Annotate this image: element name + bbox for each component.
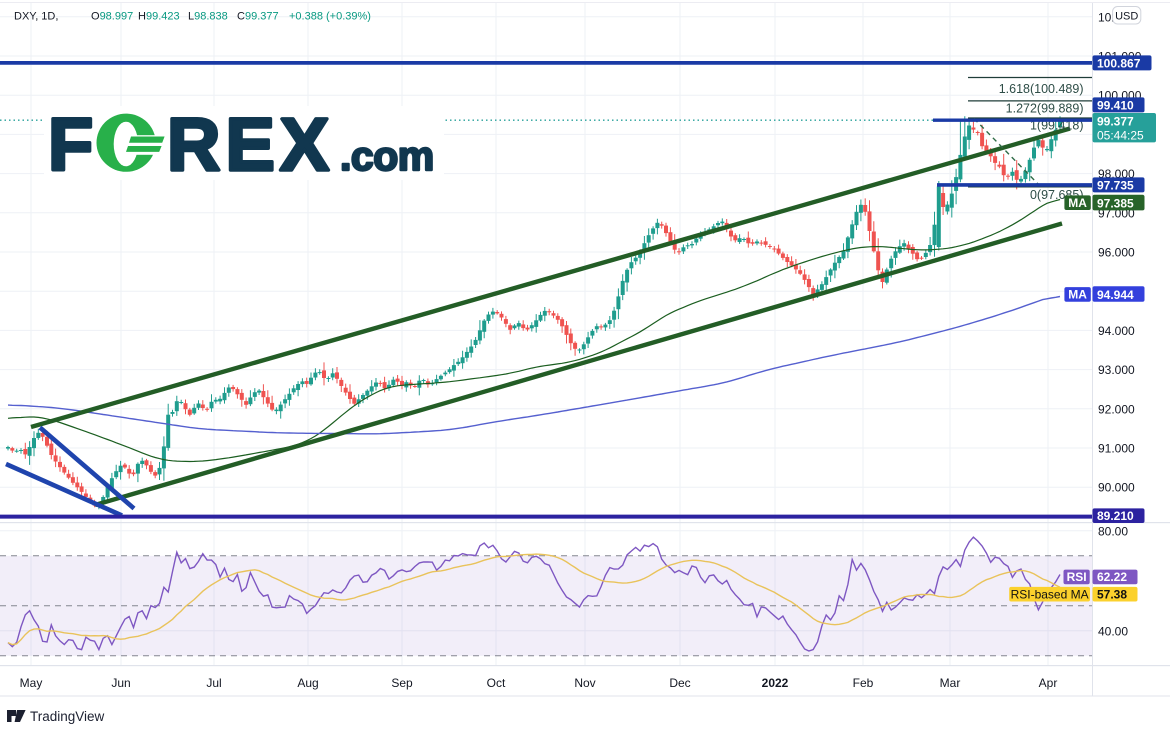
svg-text:Feb: Feb xyxy=(853,676,874,690)
svg-text:91.000: 91.000 xyxy=(1098,442,1135,456)
svg-text:TradingView: TradingView xyxy=(30,709,105,724)
svg-text:99.377: 99.377 xyxy=(1097,115,1134,129)
svg-text:40.00: 40.00 xyxy=(1098,624,1128,638)
svg-text:96.000: 96.000 xyxy=(1098,246,1135,260)
svg-text:80.00: 80.00 xyxy=(1098,524,1128,538)
svg-text:RSI: RSI xyxy=(1067,570,1087,584)
svg-text:57.38: 57.38 xyxy=(1097,587,1127,601)
svg-text:99.410: 99.410 xyxy=(1097,98,1134,112)
svg-text:Sep: Sep xyxy=(391,676,413,690)
svg-text:MA: MA xyxy=(1068,288,1087,302)
svg-text:.com: .com xyxy=(340,133,434,179)
svg-text:94.000: 94.000 xyxy=(1098,324,1135,338)
svg-text:1.618(100.489): 1.618(100.489) xyxy=(999,82,1084,96)
svg-text:92.000: 92.000 xyxy=(1098,402,1135,416)
svg-text:Nov: Nov xyxy=(574,676,595,690)
svg-text:C99.377: C99.377 xyxy=(237,11,279,23)
svg-text:1.272(99.889): 1.272(99.889) xyxy=(1006,102,1084,116)
svg-text:Oct: Oct xyxy=(487,676,506,690)
svg-text:DXY, 1D,: DXY, 1D, xyxy=(14,11,58,23)
svg-text:1(99.418): 1(99.418) xyxy=(1030,119,1084,133)
svg-text:RSI-based MA: RSI-based MA xyxy=(1011,587,1089,601)
svg-text:+0.388 (+0.39%): +0.388 (+0.39%) xyxy=(289,11,371,23)
svg-text:REX: REX xyxy=(167,103,334,186)
svg-text:USD: USD xyxy=(1115,11,1138,23)
svg-text:Aug: Aug xyxy=(297,676,318,690)
svg-text:100.867: 100.867 xyxy=(1097,56,1141,70)
svg-text:H99.423: H99.423 xyxy=(138,11,180,23)
svg-text:97.385: 97.385 xyxy=(1097,196,1134,210)
svg-text:2022: 2022 xyxy=(762,676,789,690)
svg-text:May: May xyxy=(20,676,43,690)
svg-text:O98.997: O98.997 xyxy=(91,11,133,23)
svg-text:05:44:25: 05:44:25 xyxy=(1097,129,1144,143)
svg-text:94.944: 94.944 xyxy=(1097,288,1134,302)
svg-text:Mar: Mar xyxy=(940,676,961,690)
svg-text:L98.838: L98.838 xyxy=(188,11,228,23)
svg-text:89.210: 89.210 xyxy=(1097,509,1134,523)
svg-text:97.735: 97.735 xyxy=(1097,178,1134,192)
svg-text:F: F xyxy=(48,103,93,186)
svg-text:93.000: 93.000 xyxy=(1098,363,1135,377)
svg-text:62.22: 62.22 xyxy=(1097,570,1127,584)
svg-text:90.000: 90.000 xyxy=(1098,481,1135,495)
svg-text:Jul: Jul xyxy=(206,676,221,690)
svg-text:Dec: Dec xyxy=(669,676,690,690)
svg-text:Apr: Apr xyxy=(1039,676,1058,690)
svg-text:Jun: Jun xyxy=(111,676,130,690)
svg-text:MA: MA xyxy=(1068,196,1087,210)
